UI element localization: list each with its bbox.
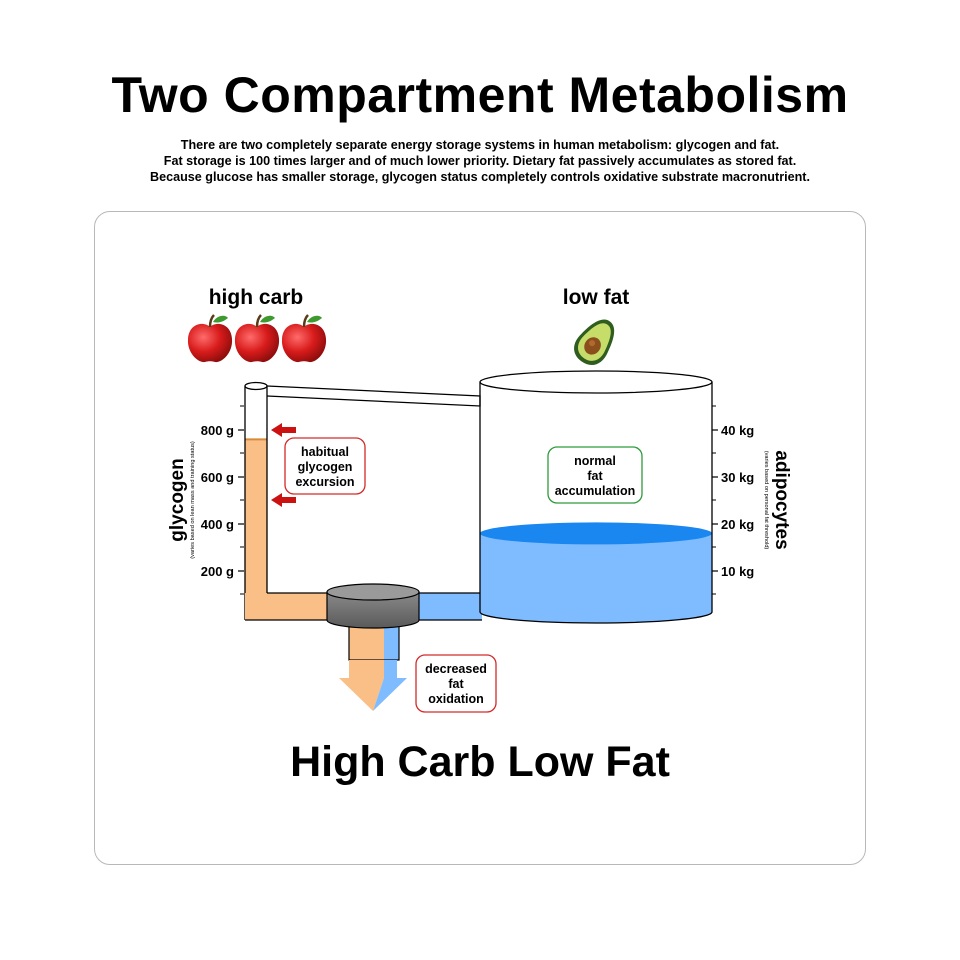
svg-text:habitual: habitual [301,445,349,459]
glycogen-axis-note: (varies based on lean mass and training … [190,441,196,559]
fat-pipe [418,593,482,620]
glycogen-axis-label: glycogen [167,458,188,541]
page-subtitle: There are two completely separate energy… [60,137,900,185]
svg-text:accumulation: accumulation [555,484,636,498]
glycogen-tube-top [244,381,268,391]
apple-icon [187,314,233,363]
glycogen-upper-arrow-icon [271,423,296,437]
adipocytes-axis: 40 kg 30 kg 20 kg 10 kg adipocytes (vari… [712,405,792,595]
diagram-caption: High Carb Low Fat [290,738,670,786]
glycogen-tick-200: 200 g [201,564,234,579]
glycogen-pipe [245,593,330,620]
glycogen-tick-400: 400 g [201,517,234,532]
adipocytes-axis-label: adipocytes [771,450,792,549]
apple-icon [281,314,327,363]
svg-text:normal: normal [574,454,616,468]
glycogen-axis: 800 g 600 g 400 g 200 g glycogen (varies… [167,405,244,595]
adipocytes-axis-note: (varies based on personal fat threshold) [763,451,769,550]
fat-oxidation-callout: decreased fat oxidation [415,654,497,713]
avocado-icon [574,319,615,365]
subtitle-line-1: There are two completely separate energy… [180,138,780,152]
glycogen-excursion-callout: habitual glycogen excursion [284,437,366,495]
svg-text:fat: fat [448,677,464,691]
connector-tube [266,385,481,407]
apple-icon [234,314,280,363]
subtitle-line-2: Fat storage is 100 times larger and of m… [163,154,797,168]
svg-text:fat: fat [587,469,603,483]
svg-text:decreased: decreased [425,662,487,676]
glycogen-fill [245,439,267,620]
adipocyte-cylinder-top [479,370,713,394]
svg-text:excursion: excursion [295,475,354,489]
low-fat-label: low fat [563,286,630,309]
svg-text:oxidation: oxidation [428,692,484,706]
glycogen-tick-800: 800 g [201,423,234,438]
svg-text:glycogen: glycogen [298,460,353,474]
fat-surface [480,522,712,545]
page-title: Two Compartment Metabolism [111,67,849,123]
adipocytes-tick-20: 20 kg [721,517,754,532]
fat-fill [480,533,712,623]
glycogen-tick-600: 600 g [201,470,234,485]
oxidation-arrow-icon [339,660,407,711]
high-carb-label: high carb [209,286,304,309]
fat-accumulation-callout: normal fat accumulation [547,446,643,504]
adipocytes-tick-40: 40 kg [721,423,754,438]
subtitle-line-3: Because glucose has smaller storage, gly… [150,170,810,184]
adipocytes-tick-30: 30 kg [721,470,754,485]
adipocytes-tick-10: 10 kg [721,564,754,579]
oxidation-valve [326,583,420,661]
glycogen-lower-arrow-icon [271,493,296,507]
